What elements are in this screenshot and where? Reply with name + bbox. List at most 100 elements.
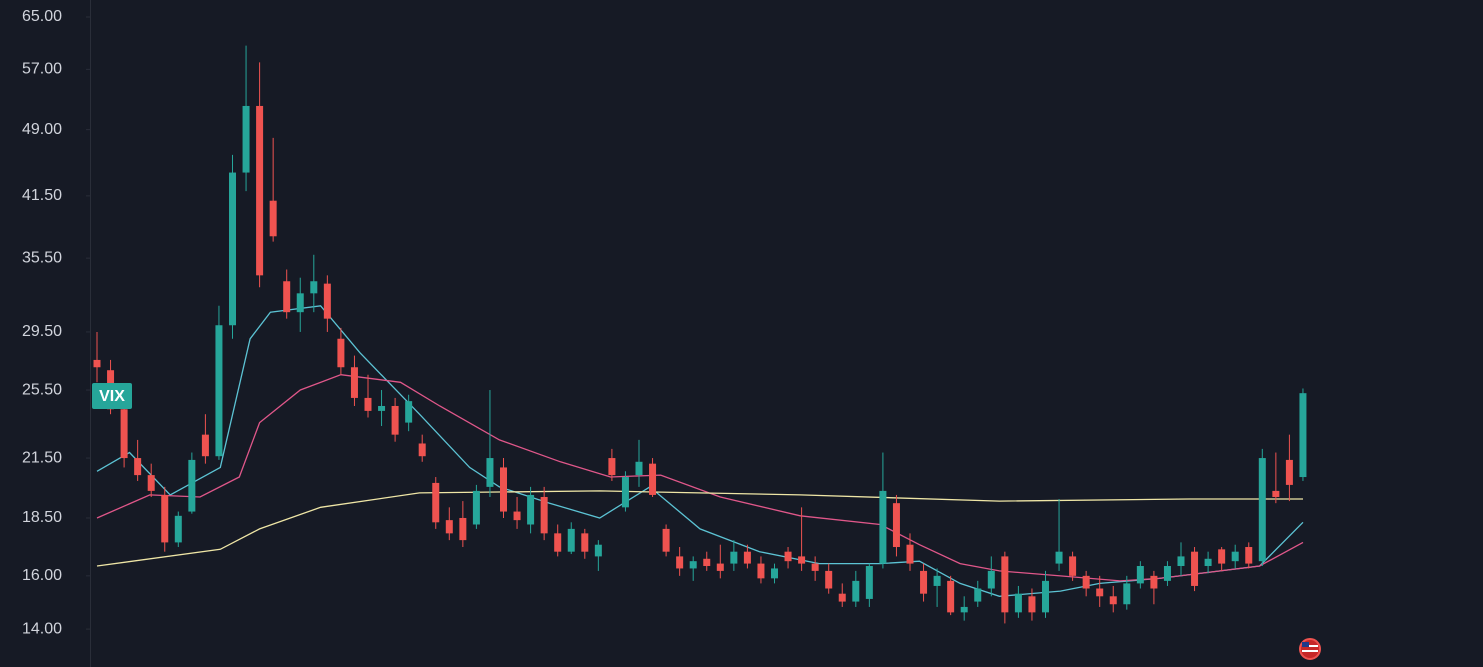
candle-body (676, 556, 684, 569)
candle-body (256, 105, 264, 276)
candle-body (1218, 549, 1226, 564)
candle-body (1123, 583, 1131, 605)
candle-body (838, 593, 846, 602)
y-tick-label: 57.00 (22, 61, 62, 78)
candle-body (364, 397, 372, 411)
candle-body (798, 556, 806, 564)
symbol-label-box (92, 383, 132, 409)
candle-body (1150, 575, 1158, 589)
candle-body (920, 570, 928, 594)
candle-body (134, 458, 142, 476)
candle-body (174, 515, 182, 543)
candle-body (418, 443, 426, 457)
candle-body (1096, 588, 1104, 597)
candle-body (947, 580, 955, 613)
candle-body (825, 570, 833, 589)
candle-body (933, 575, 941, 586)
candle-body (459, 517, 467, 541)
candle-body (378, 405, 386, 411)
candle-body (269, 200, 277, 237)
y-tick-label: 35.50 (22, 249, 62, 266)
y-tick-label: 21.50 (22, 449, 62, 466)
y-tick-label: 41.50 (22, 187, 62, 204)
candle-body (649, 463, 657, 495)
candle-body (391, 405, 399, 435)
symbol-label-text: VIX (99, 388, 125, 405)
flag-icon[interactable] (1299, 638, 1321, 660)
flag-stripe (1302, 650, 1318, 652)
candle-body (229, 172, 236, 326)
y-tick-label: 18.50 (22, 509, 62, 526)
candle-body (906, 544, 914, 564)
candle-body (1245, 547, 1253, 564)
y-tick-label: 49.00 (22, 121, 62, 138)
candle-body (608, 458, 616, 476)
candle-body (283, 281, 291, 313)
candle-body (865, 566, 873, 599)
candle-body (527, 494, 535, 525)
symbol-label[interactable]: VIX (92, 383, 132, 409)
candle-body (310, 281, 318, 294)
candle-body (594, 544, 602, 557)
candle-body (771, 568, 778, 579)
candle-body (1299, 393, 1307, 478)
flag-stripe (1302, 645, 1318, 647)
candle-body (147, 475, 155, 491)
candle-body (1069, 556, 1077, 576)
candle-body (635, 461, 643, 476)
candle-body (757, 563, 765, 579)
candle-body (1231, 551, 1239, 562)
flag-canton (1302, 642, 1309, 647)
candle-body (120, 409, 128, 459)
candle-body (161, 494, 169, 543)
candle-body (350, 367, 358, 398)
candle-body (621, 477, 629, 508)
candle-body (1272, 490, 1280, 497)
candle-body (852, 580, 860, 602)
candle-body (1028, 596, 1036, 613)
candle-body (201, 434, 209, 457)
candle-body (1163, 566, 1171, 581)
y-tick-label: 16.00 (22, 567, 62, 584)
candle-body (892, 503, 900, 548)
candle-body (689, 561, 697, 569)
candle-body (1177, 556, 1185, 567)
y-tick-label: 29.50 (22, 323, 62, 340)
candle-body (1055, 551, 1063, 564)
candle-body (1082, 575, 1090, 589)
candle-body (1191, 551, 1199, 586)
candle-body (987, 570, 995, 589)
candle-body (960, 606, 968, 613)
candle-body (1204, 558, 1212, 567)
candle-body (93, 359, 101, 368)
candle-body (540, 496, 548, 534)
candle-body (445, 520, 453, 534)
candle-body (784, 551, 792, 562)
candle-body (567, 528, 575, 552)
candle-body (242, 105, 250, 173)
candle-body (716, 563, 724, 571)
candle-body (743, 551, 751, 564)
candle-body (1001, 556, 1009, 613)
candle-body (323, 283, 331, 319)
candle-body (296, 293, 304, 313)
candle-body (974, 588, 982, 602)
candle-body (581, 533, 589, 552)
candle-body (811, 563, 819, 571)
candle-body (730, 551, 738, 564)
candle-body (188, 459, 196, 512)
candle-body (1136, 566, 1144, 584)
candle-body (215, 325, 223, 457)
candle-body (337, 338, 345, 368)
candle-body (1258, 458, 1266, 562)
candle-body (1042, 580, 1049, 613)
y-tick-label: 14.00 (22, 620, 62, 637)
candle-body (472, 490, 480, 525)
candle-body (703, 558, 711, 567)
moving-average-line (96, 490, 1303, 567)
candle-body (513, 511, 521, 521)
candle-body (405, 401, 413, 423)
y-tick-label: 65.00 (22, 8, 62, 25)
moving-average-line (96, 374, 1304, 582)
